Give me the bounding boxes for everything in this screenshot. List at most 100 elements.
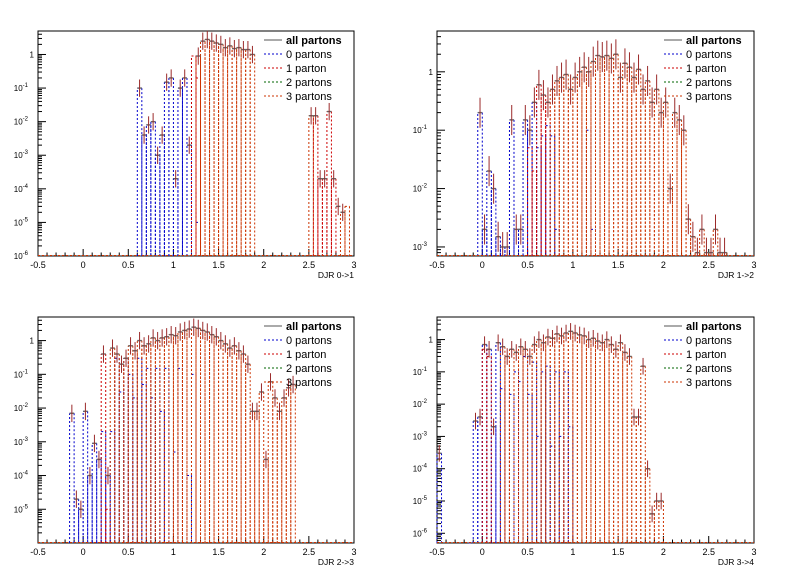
y-tick-base: 10	[413, 368, 422, 377]
y-tick-base: 10	[14, 472, 23, 481]
y-tick-label: 10-1	[413, 367, 428, 377]
x-tick-label: 0	[81, 260, 86, 270]
y-tick-base: 10	[413, 465, 422, 474]
y-tick-base: 1	[429, 336, 434, 345]
x-tick-label: 0.5	[122, 260, 135, 270]
y-tick-base: 1	[30, 50, 35, 59]
x-tick-label: 1	[570, 547, 575, 557]
x-axis-label: DJR 0->1	[318, 270, 354, 280]
y-tick-label: 10-3	[413, 242, 428, 252]
legend-label: 2 partons	[686, 363, 732, 375]
y-tick-label: 1	[30, 337, 35, 346]
legend-label: 3 partons	[686, 377, 732, 389]
y-tick-label: 10-6	[14, 251, 29, 261]
x-axis-label: DJR 2->3	[318, 557, 354, 567]
x-tick-label: 1	[171, 547, 176, 557]
y-tick-exponent: -5	[23, 217, 29, 223]
legend-label: 0 partons	[686, 49, 732, 61]
y-tick-exponent: -3	[23, 437, 29, 443]
x-tick-label: -0.5	[30, 260, 46, 270]
y-tick-label: 10-2	[14, 117, 29, 127]
legend-label: 1 parton	[686, 349, 726, 361]
y-tick-label: 10-2	[14, 403, 29, 413]
legend-label: 0 partons	[286, 335, 332, 347]
y-tick-base: 10	[14, 404, 23, 413]
legend-label: 2 partons	[286, 363, 332, 375]
x-tick-label: 3	[351, 260, 356, 270]
y-tick-label: 10-4	[14, 184, 29, 194]
x-tick-label: 2.5	[702, 547, 715, 557]
x-tick-label: 2	[261, 260, 266, 270]
x-tick-label: 2	[261, 547, 266, 557]
legend-label: 1 parton	[286, 349, 326, 361]
y-tick-exponent: -4	[422, 464, 428, 470]
y-tick-label: 1	[429, 68, 434, 77]
y-tick-base: 10	[14, 252, 23, 261]
x-tick-label: 2.5	[702, 260, 715, 270]
y-tick-base: 1	[30, 337, 35, 346]
y-tick-base: 10	[14, 151, 23, 160]
y-tick-base: 10	[413, 400, 422, 409]
y-tick-exponent: -3	[23, 150, 29, 156]
legend-label: 1 parton	[686, 63, 726, 75]
y-tick-label: 10-1	[14, 83, 29, 93]
y-tick-label: 10-5	[413, 496, 428, 506]
y-tick-label: 1	[30, 50, 35, 59]
y-tick-label: 10-4	[14, 471, 29, 481]
y-tick-base: 10	[413, 126, 422, 135]
y-tick-exponent: -4	[23, 184, 29, 190]
legend-label: 0 partons	[286, 49, 332, 61]
legend-label: all partons	[686, 35, 742, 47]
x-tick-label: 0.5	[122, 547, 135, 557]
legend-label: 3 partons	[286, 377, 332, 389]
y-tick-base: 10	[14, 185, 23, 194]
y-tick-label: 10-2	[413, 399, 428, 409]
y-tick-label: 10-1	[14, 369, 29, 379]
y-tick-exponent: -2	[422, 399, 428, 405]
legend-label: all partons	[686, 321, 742, 333]
y-tick-base: 10	[14, 505, 23, 514]
legend-label: 2 partons	[686, 77, 732, 89]
x-tick-label: 0	[81, 547, 86, 557]
y-tick-label: 10-1	[413, 125, 428, 135]
x-tick-label: -0.5	[30, 547, 46, 557]
y-tick-exponent: -2	[23, 403, 29, 409]
x-axis-label: DJR 3->4	[718, 557, 754, 567]
y-tick-base: 10	[413, 497, 422, 506]
x-tick-label: 0	[480, 260, 485, 270]
x-tick-label: 2.5	[303, 260, 316, 270]
y-tick-base: 1	[429, 68, 434, 77]
y-tick-exponent: -1	[422, 367, 428, 373]
y-tick-exponent: -5	[422, 496, 428, 502]
y-tick-label: 1	[429, 336, 434, 345]
x-tick-label: 2	[661, 547, 666, 557]
x-tick-label: 1.5	[612, 547, 625, 557]
x-tick-label: -0.5	[429, 547, 445, 557]
x-tick-label: 0	[480, 547, 485, 557]
x-tick-label: 3	[751, 547, 756, 557]
legend-label: all partons	[286, 35, 342, 47]
y-tick-exponent: -5	[23, 504, 29, 510]
x-tick-label: -0.5	[429, 260, 445, 270]
x-tick-label: 2	[661, 260, 666, 270]
y-tick-label: 10-3	[14, 150, 29, 160]
x-axis-label: DJR 1->2	[718, 270, 754, 280]
y-tick-exponent: -3	[422, 242, 428, 248]
legend-label: all partons	[286, 321, 342, 333]
x-tick-label: 0.5	[521, 547, 534, 557]
y-tick-label: 10-4	[413, 464, 428, 474]
y-tick-label: 10-5	[14, 504, 29, 514]
y-tick-exponent: -1	[23, 369, 29, 375]
legend-label: 2 partons	[286, 77, 332, 89]
y-tick-base: 10	[14, 118, 23, 127]
y-tick-label: 10-3	[14, 437, 29, 447]
y-tick-label: 10-2	[413, 184, 428, 194]
y-tick-base: 10	[413, 529, 422, 538]
legend-label: 0 partons	[686, 335, 732, 347]
